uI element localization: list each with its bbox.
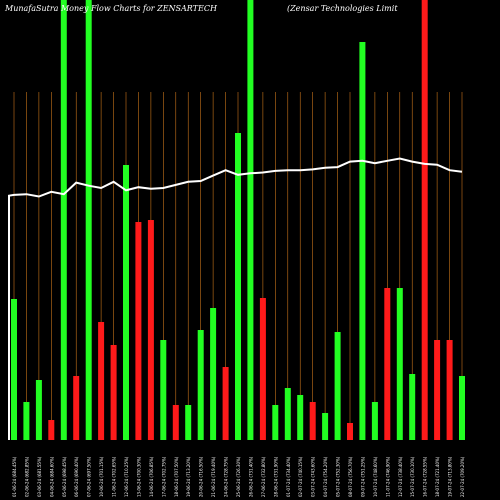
x-tick-label: 01-06-24 (684.45%) [12,456,17,497]
x-tick-label: 08-07-24 (756.70%) [348,456,353,497]
bar [371,402,378,440]
x-tick-label: 07-06-24 (697.50%) [87,456,92,497]
bar [384,288,391,440]
bar [110,345,117,440]
bar [197,330,204,440]
chart-title: MunafaSutra Money Flow Charts for ZENSAR… [5,4,217,13]
bar [222,367,229,440]
x-tick-label: 03-06-24 (681.55%) [37,456,42,497]
bar [347,423,353,440]
bar [147,220,154,440]
bars [11,0,465,440]
x-tick-label: 05-07-24 (752.30%) [336,456,341,497]
x-tick-label: 19-07-24 (713.80%) [448,456,453,497]
x-tick-label: 21-06-24 (719.40%) [211,456,216,497]
bar [73,376,80,440]
x-tick-label: 04-07-24 (754.20%) [323,456,328,497]
bar [459,376,465,440]
bar [446,340,453,440]
bar [85,0,92,440]
x-tick-label: 25-06-24 (726.30%) [236,456,241,497]
bar [210,308,217,440]
bar [123,165,129,440]
x-tick-label: 24-06-24 (728.75%) [224,456,229,497]
x-tick-label: 22-07-24 (709.20%) [460,456,465,497]
bar [172,405,179,440]
x-tick-label: 26-06-24 (731.40%) [248,456,253,497]
x-tick-label: 18-06-24 (707.50%) [174,456,179,497]
bar [359,42,366,440]
x-tick-label: 04-06-24 (684.60%) [49,456,54,497]
bar [35,380,42,440]
x-tick-label: 10-07-24 (748.60%) [373,456,378,497]
bar [48,420,55,440]
x-tick-label: 12-07-24 (738.40%) [398,456,403,497]
x-tick-label: 13-06-24 (700.30%) [136,456,141,497]
bar [98,322,105,440]
bar [434,340,441,440]
x-tick-label: 20-06-24 (716.50%) [199,456,204,497]
x-tick-label: 01-07-24 (734.40%) [286,456,291,497]
bar [284,388,291,440]
bar [247,0,254,440]
x-tick-label: 16-07-24 (728.55%) [423,456,428,497]
bar [23,402,30,440]
x-tick-label: 18-07-24 (721.40%) [435,456,440,497]
bar [421,0,428,440]
bar [309,402,316,440]
x-tick-label: 02-06-24 (682.85%) [24,456,29,497]
x-tick-label: 02-07-24 (740.15%) [298,456,303,497]
x-tick-label: 19-06-24 (713.20%) [186,456,191,497]
x-tick-label: 17-06-24 (702.75%) [161,456,166,497]
x-tick-label: 10-06-24 (701.15%) [99,456,104,497]
x-tick-label: 28-06-24 (731.90%) [273,456,278,497]
bar [272,405,279,440]
x-tick-labels: 01-06-24 (684.45%) 02-06-24 (682.85%) 03-0… [12,456,465,497]
x-tick-label: 12-06-24 (710.25%) [124,456,129,497]
bar [11,299,17,440]
x-tick-label: 11-07-24 (746.90%) [385,456,390,497]
x-tick-label: 03-07-24 (743.60%) [311,456,316,497]
bar [259,298,266,440]
bar [60,0,67,440]
x-tick-label: 11-06-24 (702.65%) [112,456,117,497]
x-tick-label: 27-06-24 (732.80%) [261,456,266,497]
bar [135,222,142,440]
price-line-layer [8,157,463,440]
bar [322,413,329,440]
x-tick-label: 15-07-24 (730.10%) [410,456,415,497]
bar [185,405,192,440]
bar [334,332,341,440]
bar [160,340,167,440]
bar [235,133,241,440]
chart-subtitle: (Zensar Technologies Limit [287,4,398,13]
bar [396,288,403,440]
x-tick-label: 09-07-24 (751.25%) [360,456,365,497]
x-tick-label: 05-06-24 (698.45%) [62,456,67,497]
bar [297,395,304,440]
price-line [8,157,463,440]
x-tick-label: 06-06-24 (690.40%) [74,456,79,497]
bar [409,374,416,440]
x-tick-label: 14-06-24 (706.85%) [149,456,154,497]
